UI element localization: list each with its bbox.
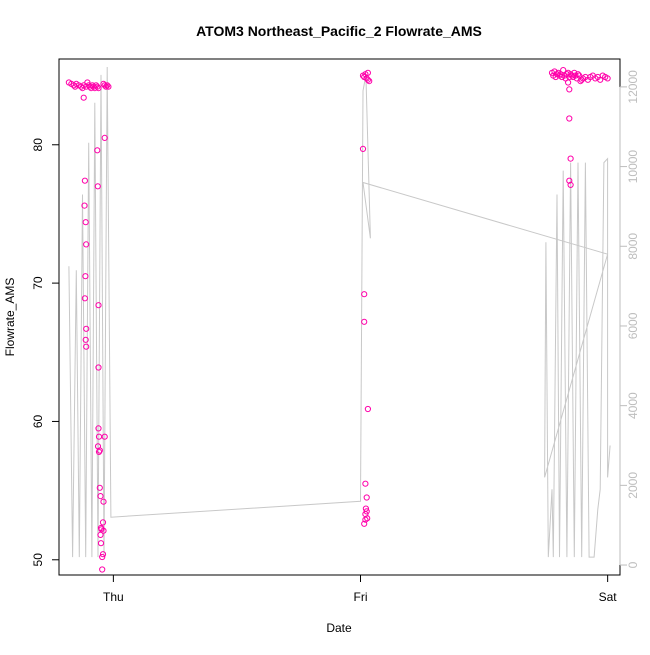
data-point	[94, 83, 101, 90]
data-point	[94, 183, 101, 190]
x-tick-label: Fri	[354, 590, 368, 604]
data-point	[363, 494, 370, 501]
data-point	[566, 115, 573, 122]
y2-tick-label: 10000	[626, 150, 640, 184]
x-tick-label: Sat	[599, 590, 618, 604]
data-point	[97, 531, 104, 539]
data-point	[82, 219, 89, 226]
data-point	[560, 67, 567, 74]
data-point	[99, 551, 107, 558]
line-series-layer	[68, 66, 611, 558]
data-point	[102, 83, 110, 90]
y-axis-label: Flowrate_AMS	[3, 278, 17, 357]
data-point	[105, 83, 112, 90]
chart-title: ATOM3 Northeast_Pacific_2 Flowrate_AMS	[196, 23, 482, 39]
data-point	[99, 566, 106, 573]
data-point	[94, 147, 101, 154]
y-tick-label: 70	[31, 276, 45, 290]
x-tick-label: Thu	[103, 590, 124, 604]
data-point	[361, 318, 368, 325]
data-point	[364, 76, 371, 83]
data-point	[361, 520, 368, 527]
data-point	[95, 425, 102, 432]
y2-tick-label: 8000	[626, 233, 640, 260]
data-point	[101, 82, 108, 89]
y-axis-left: 50 60 70 80	[31, 138, 60, 567]
data-point	[99, 519, 107, 526]
data-point	[83, 325, 90, 332]
data-point	[82, 273, 89, 280]
flow-line-series	[68, 66, 611, 558]
data-point	[100, 527, 107, 534]
data-point	[82, 336, 89, 343]
y-tick-label: 80	[31, 138, 45, 152]
data-point	[574, 71, 582, 78]
data-point	[81, 202, 88, 209]
data-point	[100, 498, 107, 505]
y-tick-label: 50	[31, 553, 45, 567]
y2-tick-label: 12000	[626, 70, 640, 104]
data-point	[81, 295, 89, 302]
data-point	[79, 85, 86, 92]
data-point	[566, 86, 573, 93]
data-point	[567, 181, 574, 188]
y-axis-right: 0 2000 4000 6000 8000 10000 12000	[619, 70, 640, 568]
data-point	[95, 85, 102, 92]
data-point	[364, 69, 371, 76]
data-point	[95, 364, 102, 371]
points-layer	[65, 67, 611, 573]
data-point	[566, 177, 573, 184]
data-point	[361, 291, 368, 298]
data-point	[362, 480, 369, 487]
x-axis: Thu Fri Sat	[103, 574, 618, 604]
y2-tick-label: 4000	[626, 392, 640, 419]
y2-tick-label: 0	[626, 561, 640, 568]
data-point	[83, 241, 90, 248]
data-point	[565, 79, 572, 86]
data-point	[359, 145, 367, 152]
data-point	[83, 343, 90, 350]
data-point	[101, 433, 108, 440]
y2-tick-label: 2000	[626, 472, 640, 499]
data-point	[362, 516, 369, 523]
data-point	[96, 484, 103, 491]
data-point	[96, 447, 103, 454]
data-point	[80, 94, 87, 101]
data-point	[81, 177, 89, 184]
data-point	[364, 405, 371, 413]
data-point	[72, 83, 79, 90]
x-axis-label: Date	[326, 621, 352, 635]
data-point	[104, 82, 111, 89]
data-point	[571, 69, 578, 76]
data-point	[567, 155, 574, 162]
data-point	[101, 134, 108, 141]
data-point	[97, 540, 105, 547]
y-tick-label: 60	[31, 414, 45, 428]
data-point	[95, 302, 102, 309]
data-point	[97, 493, 104, 500]
data-point	[99, 553, 106, 561]
data-point	[366, 78, 373, 85]
data-point	[364, 515, 371, 522]
y2-tick-label: 6000	[626, 312, 640, 339]
data-point	[604, 75, 611, 82]
